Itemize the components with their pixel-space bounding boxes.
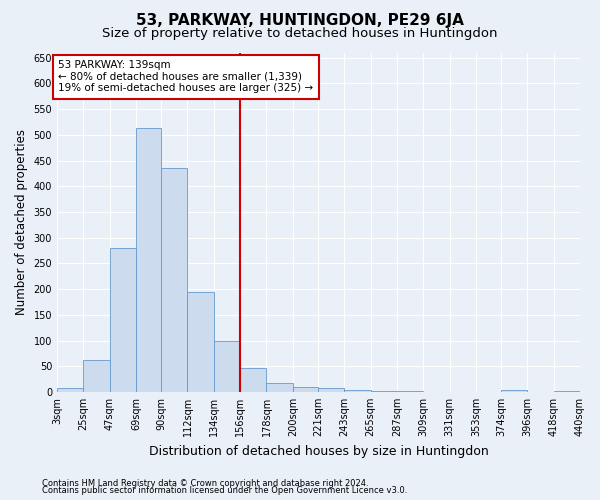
Bar <box>187 292 214 392</box>
Text: Contains HM Land Registry data © Crown copyright and database right 2024.: Contains HM Land Registry data © Crown c… <box>42 478 368 488</box>
Text: 53, PARKWAY, HUNTINGDON, PE29 6JA: 53, PARKWAY, HUNTINGDON, PE29 6JA <box>136 12 464 28</box>
Text: Contains public sector information licensed under the Open Government Licence v3: Contains public sector information licen… <box>42 486 407 495</box>
Bar <box>136 128 161 392</box>
X-axis label: Distribution of detached houses by size in Huntingdon: Distribution of detached houses by size … <box>149 444 488 458</box>
Y-axis label: Number of detached properties: Number of detached properties <box>15 129 28 315</box>
Bar <box>83 360 110 392</box>
Bar <box>214 340 240 392</box>
Bar <box>266 383 293 392</box>
Bar <box>344 390 371 392</box>
Bar <box>554 391 580 392</box>
Bar <box>110 248 136 392</box>
Bar <box>293 387 318 392</box>
Text: Size of property relative to detached houses in Huntingdon: Size of property relative to detached ho… <box>102 28 498 40</box>
Bar <box>161 168 187 392</box>
Bar <box>501 390 527 392</box>
Bar <box>240 368 266 392</box>
Bar <box>318 388 344 392</box>
Bar <box>57 388 83 392</box>
Text: 53 PARKWAY: 139sqm
← 80% of detached houses are smaller (1,339)
19% of semi-deta: 53 PARKWAY: 139sqm ← 80% of detached hou… <box>58 60 313 94</box>
Bar <box>371 391 397 392</box>
